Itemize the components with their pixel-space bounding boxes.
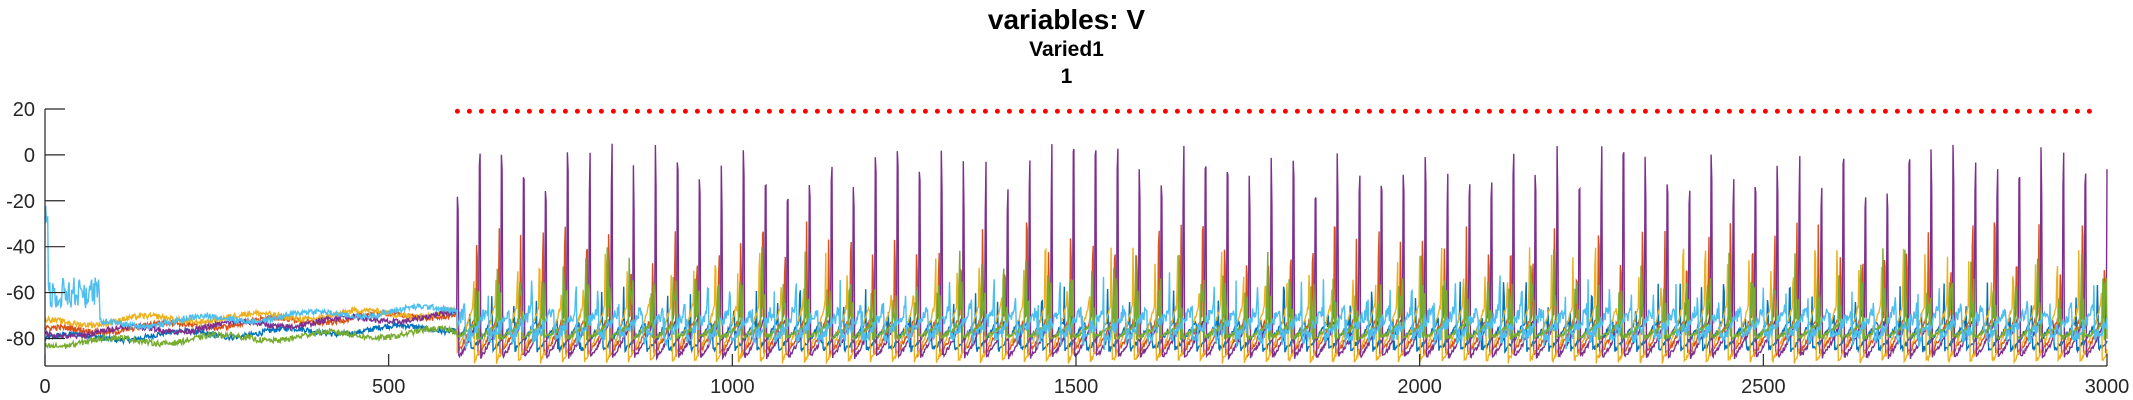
x-tick-label: 2000 [1397, 376, 1442, 398]
series-layer [44, 143, 2108, 365]
x-tick-label: 1500 [1054, 376, 1099, 398]
series-line-6 [44, 205, 2108, 351]
y-tick-label: -60 [6, 283, 35, 305]
y-tick-label: -20 [6, 191, 35, 213]
chart-subtitle-2: 1 [1060, 65, 1073, 88]
axes-layer: 20 0 -20 -40 -60 -80 0 500 1000 1500 2000 2500 3000 [6, 99, 2129, 398]
series-line-5 [44, 247, 2108, 350]
series-line-4 [44, 143, 2108, 361]
x-tick-label: 1000 [710, 376, 755, 398]
title-block: variables: V Varied1 1 [0, 4, 2133, 90]
y-tick-label: -80 [6, 328, 35, 350]
x-tick-label: 2500 [1741, 376, 1786, 398]
x-tick-label: 0 [39, 376, 50, 398]
chart-subtitle-1: Varied1 [1029, 38, 1104, 61]
chart-title: variables: V [987, 4, 1146, 35]
y-tick-label: 20 [13, 99, 35, 121]
y-tick-label: -40 [6, 237, 35, 259]
y-tick-label: 0 [24, 145, 35, 167]
x-tick-label: 500 [372, 376, 405, 398]
x-tick-label: 3000 [2085, 376, 2130, 398]
